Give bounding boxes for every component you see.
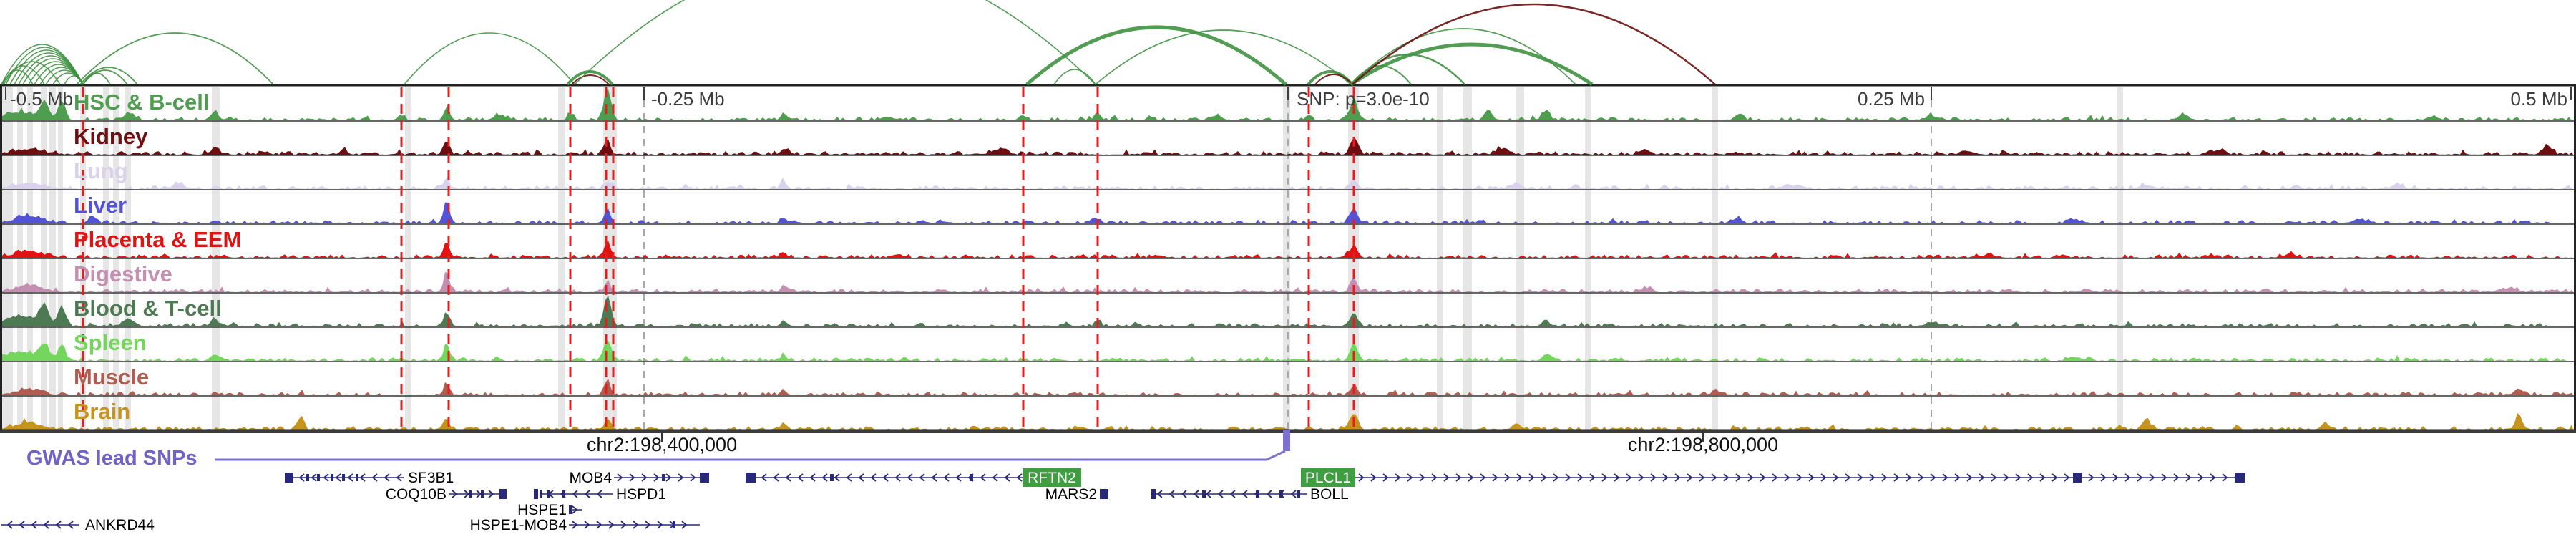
exon-box (970, 474, 973, 481)
exon-box (2235, 473, 2245, 483)
exon-box (569, 505, 572, 514)
interaction-arc[interactable] (574, 0, 1096, 85)
interaction-arc[interactable] (76, 32, 274, 85)
exon-box (1202, 490, 1206, 498)
exon-box (562, 490, 565, 498)
interaction-arc[interactable] (1095, 29, 1352, 85)
exon-box (746, 473, 756, 483)
interaction-arc[interactable] (566, 70, 614, 86)
exon-box (285, 473, 293, 483)
strand-arrow-icons (1358, 473, 2228, 482)
strand-arrow-icons (298, 473, 402, 482)
exon-box (356, 474, 358, 481)
exon-box (1297, 490, 1300, 498)
interaction-arc[interactable] (64, 75, 84, 85)
exon-box (540, 490, 542, 498)
exon-box (2073, 473, 2082, 483)
gene-sf3b1[interactable]: SF3B1 (285, 470, 454, 486)
strand-arrow-icons (761, 473, 1023, 482)
interaction-arc[interactable] (1352, 3, 1716, 85)
gene-hspe1[interactable]: HSPE1 (517, 502, 582, 518)
gene-boll[interactable]: BOLL (1151, 486, 1349, 503)
interaction-arc[interactable] (1314, 74, 1353, 85)
gene-rftn2[interactable]: RFTN2 (746, 468, 1081, 487)
interaction-arc[interactable] (1350, 28, 1576, 85)
interaction-arc[interactable] (3, 61, 61, 85)
gene-label-highlight (1301, 468, 1355, 487)
exon-box (1256, 490, 1259, 498)
interaction-arc[interactable] (1, 69, 34, 85)
exon-box (662, 474, 665, 481)
exon-box (534, 489, 538, 499)
gene-label: COQ10B (386, 486, 447, 503)
interaction-arc[interactable] (1350, 65, 1412, 85)
gene-label: PLCL1 (1305, 470, 1351, 486)
gene-label: SF3B1 (408, 470, 454, 486)
gene-hspd1[interactable]: HSPD1 (534, 486, 666, 503)
exon-box (547, 490, 550, 498)
exon-box (830, 474, 834, 481)
exon-box (317, 474, 320, 481)
gwas-connector-line (215, 450, 1286, 461)
exon-box (481, 490, 484, 498)
exon-box (1151, 489, 1156, 499)
exon-box (331, 474, 333, 481)
gene-label: HSPE1 (517, 502, 567, 518)
gene-label: MOB4 (569, 470, 612, 486)
exon-box (1279, 490, 1283, 498)
signal-track-kidney[interactable] (1, 138, 2573, 155)
gwas-snp-marker[interactable] (1283, 430, 1290, 451)
strand-arrow-icons (572, 505, 578, 514)
interaction-arc[interactable] (82, 69, 128, 85)
gene-mars2[interactable]: MARS2 (1045, 486, 1108, 503)
interaction-arc[interactable] (1025, 25, 1287, 86)
exon-box (469, 490, 472, 498)
interaction-arc[interactable] (79, 67, 138, 85)
gene-plcl1[interactable]: PLCL1 (1301, 468, 2245, 487)
exon-box (306, 474, 309, 481)
exon-box (673, 521, 675, 528)
gene-label: HSPE1-MOB4 (470, 517, 567, 533)
interaction-arc[interactable] (571, 74, 610, 85)
gene-label: RFTN2 (1028, 470, 1076, 486)
gene-label-highlight (1023, 468, 1081, 487)
gene-label: MARS2 (1045, 486, 1097, 503)
gene-label: HSPD1 (616, 486, 666, 503)
gene-mob4[interactable]: MOB4 (569, 470, 709, 486)
strand-arrow-icons (617, 473, 696, 482)
strand-arrow-icons (6, 521, 74, 529)
signal-track-lung[interactable] (1, 175, 2573, 189)
gene-hspe1-mob4[interactable]: HSPE1-MOB4 (470, 517, 700, 533)
interaction-arc[interactable] (1350, 42, 1594, 87)
gene-label: ANKRD44 (85, 517, 155, 533)
exon-box (1100, 489, 1108, 499)
interaction-arc[interactable] (404, 32, 575, 85)
gene-coq10b[interactable]: COQ10B (386, 486, 507, 503)
exon-box (342, 474, 345, 481)
exon-box (499, 489, 507, 499)
exon-box (700, 473, 709, 483)
gene-label: BOLL (1310, 486, 1349, 503)
interaction-arc[interactable] (1053, 69, 1096, 85)
gene-ankrd44[interactable]: ANKRD44 (1, 517, 155, 533)
